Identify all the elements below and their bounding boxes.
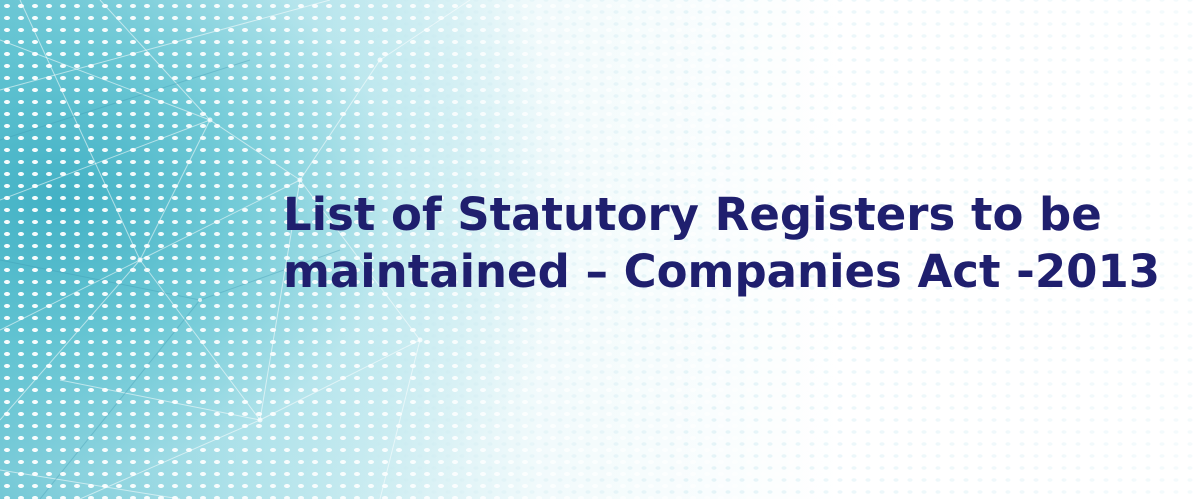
banner-title-line-2: maintained – Companies Act -2013 xyxy=(283,245,1161,298)
banner-title-line-1: List of Statutory Registers to be xyxy=(283,188,1102,241)
banner-title: List of Statutory Registers to be mainta… xyxy=(283,186,1160,300)
